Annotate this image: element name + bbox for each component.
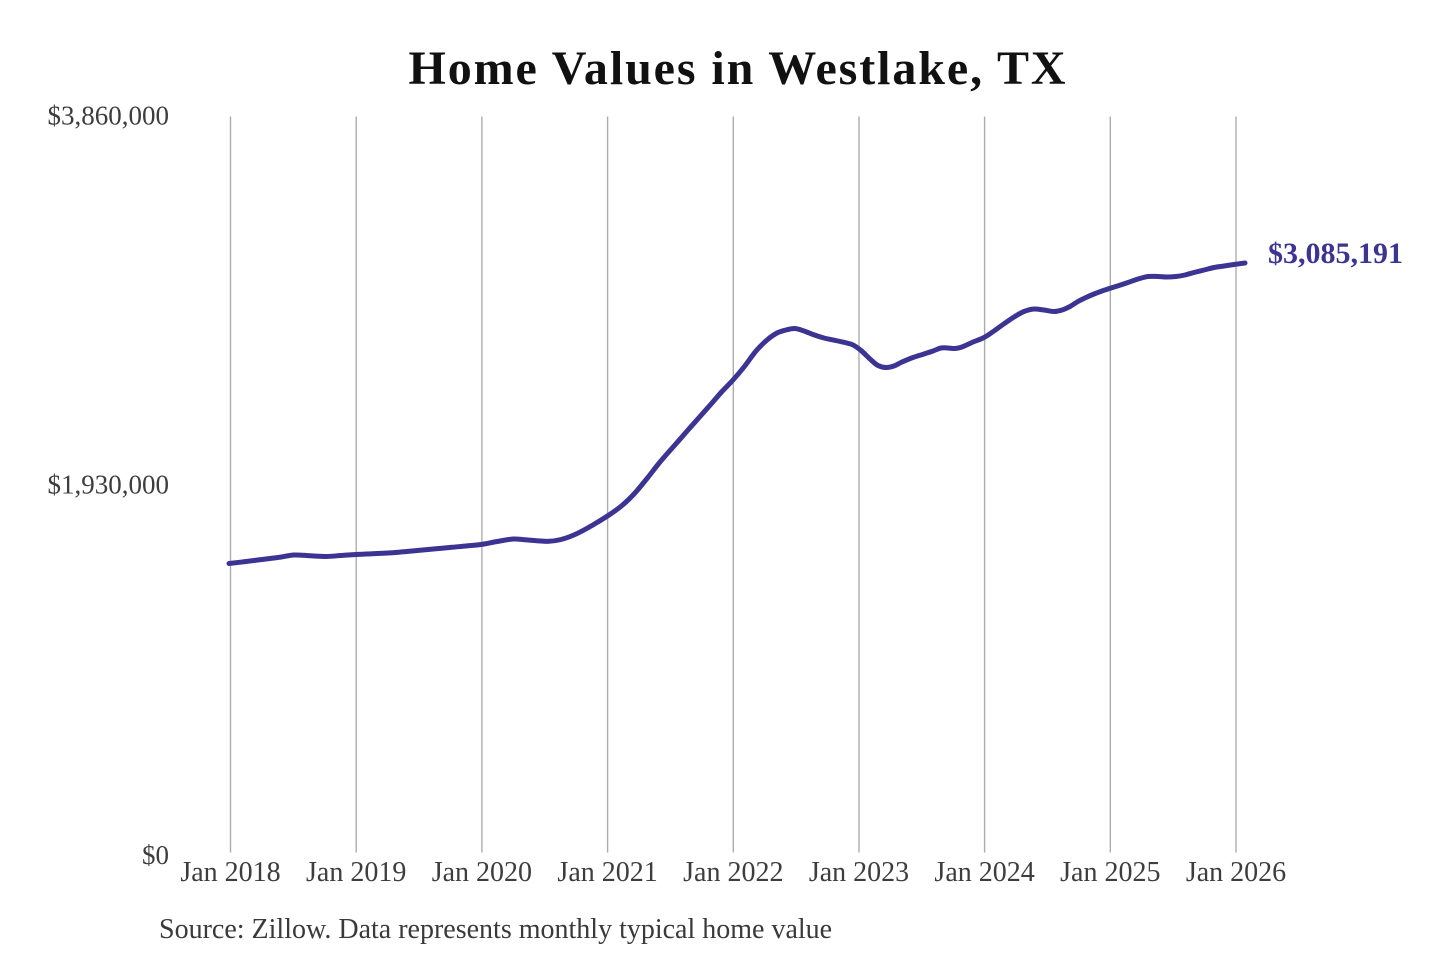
svg-text:Jan 2018: Jan 2018 (180, 857, 280, 888)
svg-text:Jan 2020: Jan 2020 (432, 857, 532, 888)
svg-text:Jan 2023: Jan 2023 (809, 857, 909, 888)
svg-text:Jan 2025: Jan 2025 (1060, 857, 1160, 888)
svg-text:$3,085,191: $3,085,191 (1268, 237, 1403, 270)
svg-text:$3,860,000: $3,860,000 (48, 101, 170, 131)
svg-text:Jan 2021: Jan 2021 (557, 857, 657, 888)
svg-text:Home Values in Westlake, TX: Home Values in Westlake, TX (409, 42, 1068, 95)
svg-text:Source: Zillow. Data represent: Source: Zillow. Data represents monthly … (159, 914, 832, 945)
svg-text:$0: $0 (142, 840, 169, 870)
svg-text:Jan 2026: Jan 2026 (1186, 857, 1286, 888)
svg-text:Jan 2019: Jan 2019 (306, 857, 406, 888)
svg-text:Jan 2024: Jan 2024 (934, 857, 1034, 888)
svg-text:$1,930,000: $1,930,000 (48, 470, 170, 500)
svg-text:Jan 2022: Jan 2022 (683, 857, 783, 888)
